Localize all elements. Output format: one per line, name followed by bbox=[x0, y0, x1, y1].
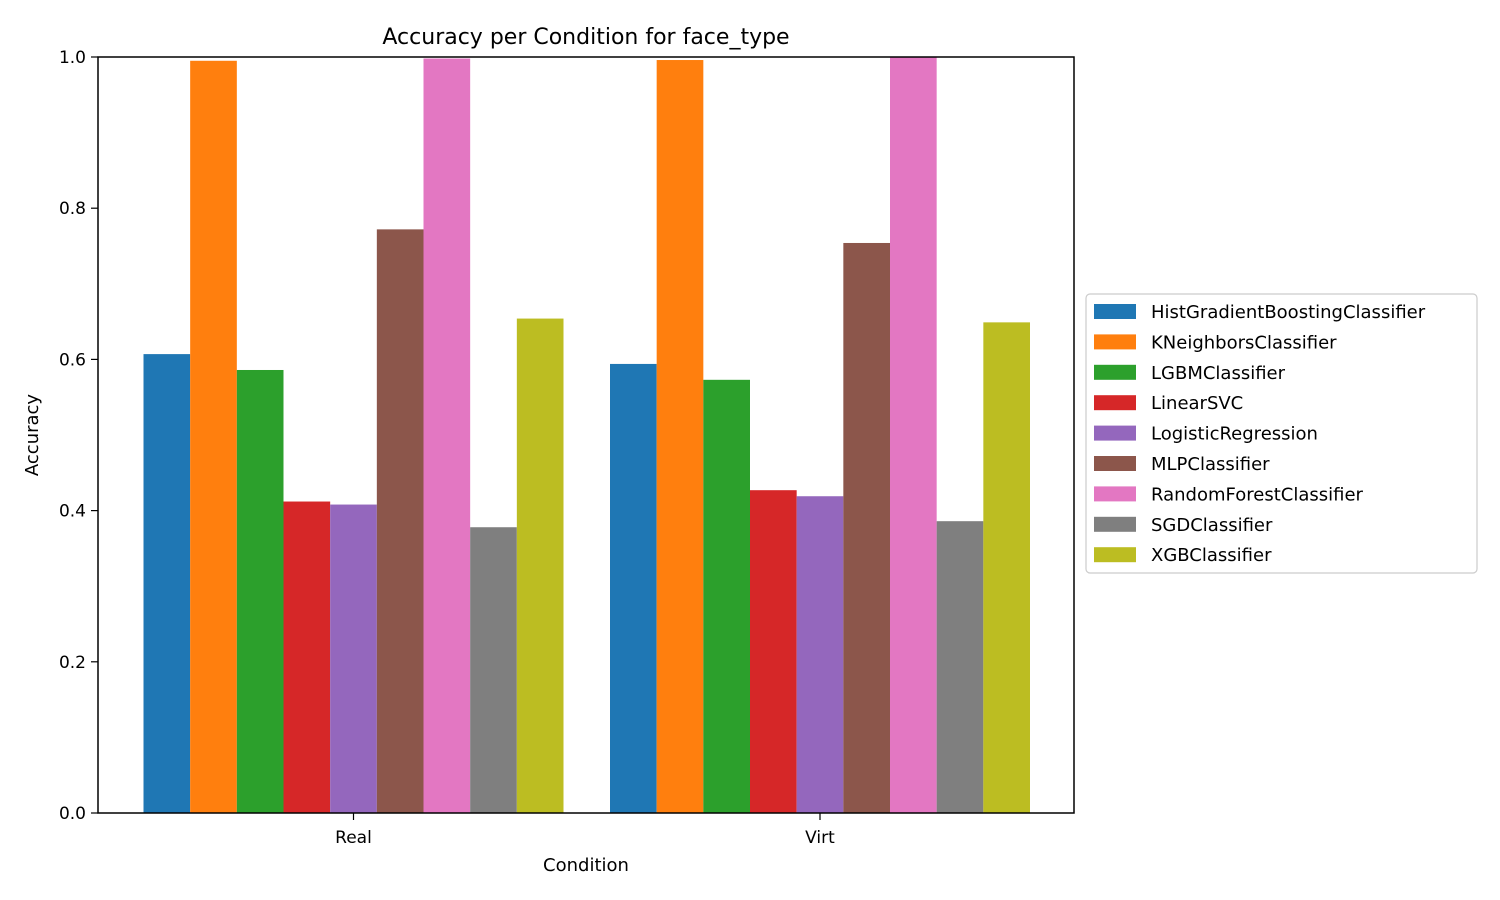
legend-swatch bbox=[1094, 334, 1136, 350]
x-axis-label: Condition bbox=[543, 855, 629, 876]
y-axis-label: Accuracy bbox=[22, 394, 43, 477]
legend-label: RandomForestClassifier bbox=[1151, 484, 1364, 505]
x-tick-label: Virt bbox=[805, 828, 835, 848]
y-tick-label: 0.4 bbox=[59, 502, 86, 522]
y-tick-label: 0.6 bbox=[59, 350, 86, 370]
bar bbox=[516, 318, 564, 813]
bar bbox=[236, 369, 284, 813]
bars-group bbox=[143, 57, 1030, 814]
legend-swatch bbox=[1094, 486, 1136, 502]
bar bbox=[330, 504, 377, 813]
legend: HistGradientBoostingClassifier KNeighbors… bbox=[1085, 293, 1478, 574]
legend-label: KNeighborsClassifier bbox=[1151, 332, 1337, 353]
legend-label: LGBMClassifier bbox=[1151, 363, 1286, 384]
y-tick-label: 1.0 bbox=[59, 48, 86, 68]
bar bbox=[983, 322, 1030, 813]
legend-swatch bbox=[1094, 425, 1136, 441]
bar bbox=[376, 229, 424, 814]
bar bbox=[890, 57, 937, 813]
bar bbox=[750, 490, 797, 813]
legend-label: MLPClassifier bbox=[1151, 454, 1270, 475]
legend-label: SGDClassifier bbox=[1151, 515, 1273, 536]
bar bbox=[796, 496, 844, 813]
x-tick-label: Real bbox=[335, 828, 372, 848]
legend-swatch bbox=[1094, 395, 1136, 411]
legend-frame bbox=[1085, 293, 1478, 574]
chart-title: Accuracy per Condition for face_type bbox=[382, 25, 789, 50]
y-tick-label: 0.0 bbox=[59, 804, 86, 824]
y-tick-label: 0.2 bbox=[59, 653, 86, 673]
legend-swatch bbox=[1094, 456, 1136, 471]
legend-label: HistGradientBoostingClassifier bbox=[1151, 302, 1426, 323]
x-axis-ticks: Real Virt bbox=[335, 813, 835, 848]
bar bbox=[143, 354, 191, 813]
bar bbox=[843, 242, 890, 813]
bar bbox=[936, 521, 984, 813]
bar bbox=[656, 60, 704, 814]
legend-swatch bbox=[1094, 547, 1136, 563]
y-tick-label: 0.8 bbox=[59, 199, 86, 219]
legend-swatch bbox=[1094, 364, 1136, 380]
bar bbox=[423, 58, 471, 813]
legend-label: XGBClassifier bbox=[1151, 545, 1272, 566]
plot-frame bbox=[97, 56, 1075, 814]
bar bbox=[283, 501, 331, 813]
legend-swatch bbox=[1094, 304, 1136, 319]
legend-swatch bbox=[1094, 516, 1136, 532]
y-axis-ticks: 0.0 0.2 0.4 0.6 0.8 1.0 bbox=[59, 48, 98, 824]
legend-label: LogisticRegression bbox=[1151, 424, 1318, 445]
bar bbox=[610, 363, 657, 813]
legend-label: LinearSVC bbox=[1151, 393, 1243, 414]
bar bbox=[470, 527, 517, 813]
bar bbox=[703, 379, 750, 813]
bar bbox=[190, 60, 237, 813]
